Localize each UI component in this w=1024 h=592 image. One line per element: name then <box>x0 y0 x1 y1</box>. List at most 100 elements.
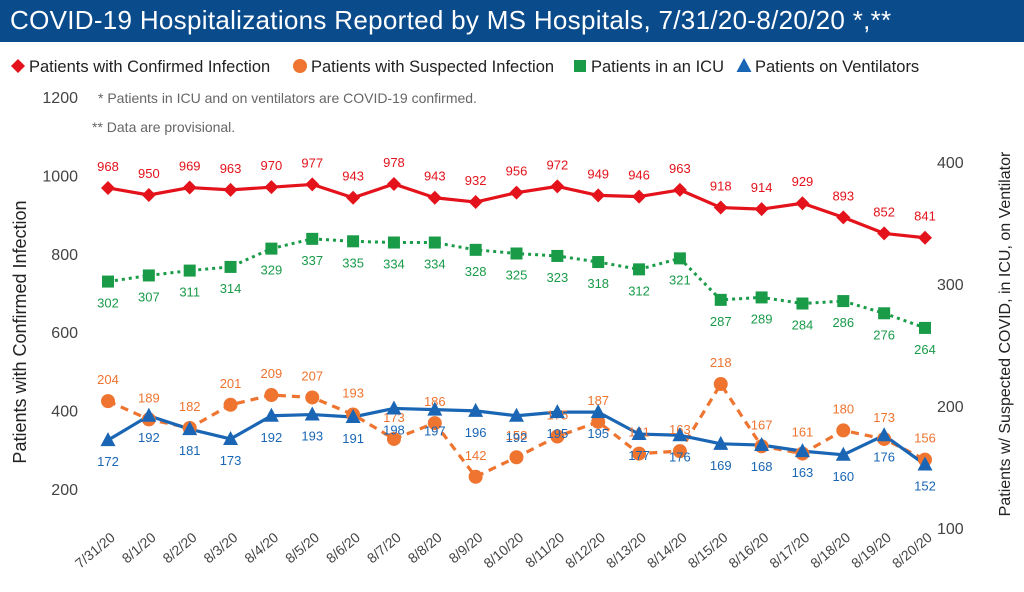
x-tick-label: 8/19/20 <box>848 529 894 571</box>
data-point <box>550 429 565 444</box>
x-tick-label: 8/8/20 <box>405 529 445 566</box>
data-point <box>142 269 155 282</box>
x-tick-label: 8/12/20 <box>562 529 608 571</box>
note-icu: * Patients in ICU and on ventilators are… <box>98 90 477 106</box>
title-bar: COVID-19 Hospitalizations Reported by MS… <box>0 0 1024 42</box>
data-label: 943 <box>342 169 364 184</box>
data-label: 334 <box>424 257 446 272</box>
data-point <box>836 423 851 438</box>
data-label: 318 <box>587 276 609 291</box>
data-point <box>509 185 524 200</box>
legend-marker <box>11 59 25 73</box>
data-label: 192 <box>261 430 283 445</box>
data-point <box>387 236 400 249</box>
x-tick-label: 8/15/20 <box>685 529 731 571</box>
x-tick-label: 7/31/20 <box>72 529 118 571</box>
data-point <box>182 421 198 436</box>
data-point <box>836 210 851 225</box>
y-right-tick-label: 300 <box>937 277 964 294</box>
y-left-tick-label: 800 <box>51 247 78 264</box>
data-label: 328 <box>465 264 487 279</box>
data-label: 276 <box>873 327 895 342</box>
data-label: 918 <box>710 179 732 194</box>
data-label: 284 <box>792 318 814 333</box>
data-label: 163 <box>792 465 814 480</box>
x-tick-label: 8/5/20 <box>282 529 322 566</box>
data-point <box>141 188 156 202</box>
data-point <box>345 408 361 423</box>
data-point <box>672 182 687 197</box>
x-tick-label: 8/10/20 <box>480 529 526 571</box>
data-label: 321 <box>669 272 691 287</box>
data-label: 187 <box>587 393 609 408</box>
data-label: 841 <box>914 209 936 224</box>
data-label: 176 <box>669 449 691 464</box>
data-point <box>427 401 443 416</box>
data-label: 956 <box>506 164 528 179</box>
x-tick-label: 8/2/20 <box>160 529 200 566</box>
data-label: 192 <box>506 430 528 445</box>
data-point <box>713 200 728 215</box>
x-tick-label: 8/9/20 <box>445 529 485 566</box>
legend-label: Patients with Confirmed Infection <box>29 58 270 76</box>
data-label: 142 <box>465 448 487 463</box>
data-label: 156 <box>914 431 936 446</box>
data-point <box>876 427 892 442</box>
data-label: 198 <box>383 422 405 437</box>
x-tick-label: 8/3/20 <box>200 529 240 566</box>
data-point <box>591 414 606 429</box>
data-label: 970 <box>261 158 283 173</box>
data-point <box>469 243 482 256</box>
data-label: 158 <box>506 428 528 443</box>
data-point <box>755 291 768 304</box>
data-label: 195 <box>587 426 609 441</box>
x-tick-label: 8/18/20 <box>807 529 853 571</box>
data-label: 180 <box>832 401 854 416</box>
data-label: 323 <box>546 270 568 285</box>
data-label: 969 <box>179 159 201 174</box>
data-point <box>265 242 278 255</box>
data-point <box>182 180 197 195</box>
plot-area: 302 307 311 314 329 337 335 334 334 328 325 323 318 3… <box>97 155 936 494</box>
y-left-tick-label: 600 <box>51 325 78 342</box>
x-tick-label: 8/6/20 <box>323 529 363 566</box>
data-point <box>590 404 606 419</box>
data-point <box>305 390 320 405</box>
data-point <box>878 307 891 320</box>
data-label: 311 <box>179 285 200 300</box>
data-point <box>264 180 279 195</box>
data-label: 191 <box>342 431 364 446</box>
data-label: 193 <box>301 429 323 444</box>
data-label: 197 <box>424 424 446 439</box>
data-label: 943 <box>424 169 446 184</box>
data-label: 972 <box>546 157 568 172</box>
data-label: 852 <box>873 204 895 219</box>
x-tick-label: 8/4/20 <box>241 529 281 566</box>
x-tick-label: 8/20/20 <box>889 529 935 571</box>
data-point <box>224 260 237 273</box>
data-point <box>795 196 810 211</box>
data-point <box>837 295 850 308</box>
data-label: 204 <box>97 372 119 387</box>
data-label: 302 <box>97 296 119 311</box>
series-markers-2: 302 307 311 314 329 337 335 334 334 328 325 323 318 3… <box>97 232 936 357</box>
data-point <box>592 256 605 269</box>
data-point <box>305 177 320 192</box>
legend-label: Patients with Suspected Infection <box>311 58 554 76</box>
data-point <box>551 249 564 262</box>
data-point <box>102 275 114 288</box>
data-label: 307 <box>138 289 160 304</box>
data-point <box>632 189 647 204</box>
data-label: 193 <box>342 386 364 401</box>
data-label: 949 <box>587 166 609 181</box>
data-label: 182 <box>179 399 201 414</box>
legend-marker <box>293 59 307 73</box>
data-label: 209 <box>261 366 283 381</box>
y-axis-right-label: Patients w/ Suspected COVID, in ICU, on … <box>997 151 1014 516</box>
data-label: 169 <box>710 458 732 473</box>
data-point <box>631 426 647 441</box>
data-label: 335 <box>342 255 364 270</box>
data-label: 218 <box>710 355 732 370</box>
x-tick-label: 8/14/20 <box>644 529 690 571</box>
data-point <box>509 407 524 422</box>
